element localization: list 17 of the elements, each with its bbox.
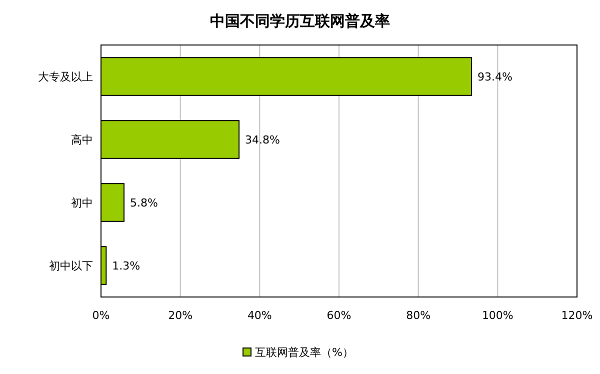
x-tick-label: 60%: [326, 309, 352, 322]
y-tick-label: 初中: [71, 196, 93, 210]
data-label: 34.8%: [245, 134, 280, 146]
y-tick-label: 大专及以上: [38, 70, 93, 84]
y-tick-label: 高中: [71, 134, 93, 146]
y-tick-label: 初中以下: [49, 260, 93, 272]
chart-title: 中国不同学历互联网普及率: [210, 12, 390, 30]
x-tick-label: 20%: [168, 309, 193, 322]
x-tick-label: 40%: [247, 309, 272, 322]
legend-label: 互联网普及率（%）: [255, 346, 354, 359]
data-label: 5.8%: [130, 196, 158, 210]
data-label: 1.3%: [112, 260, 140, 272]
data-label: 93.4%: [477, 70, 512, 84]
x-tick-label: 120%: [561, 309, 593, 322]
x-tick-label: 0%: [92, 309, 110, 322]
x-tick-label: 100%: [482, 309, 514, 322]
x-tick-label: 80%: [406, 309, 431, 322]
